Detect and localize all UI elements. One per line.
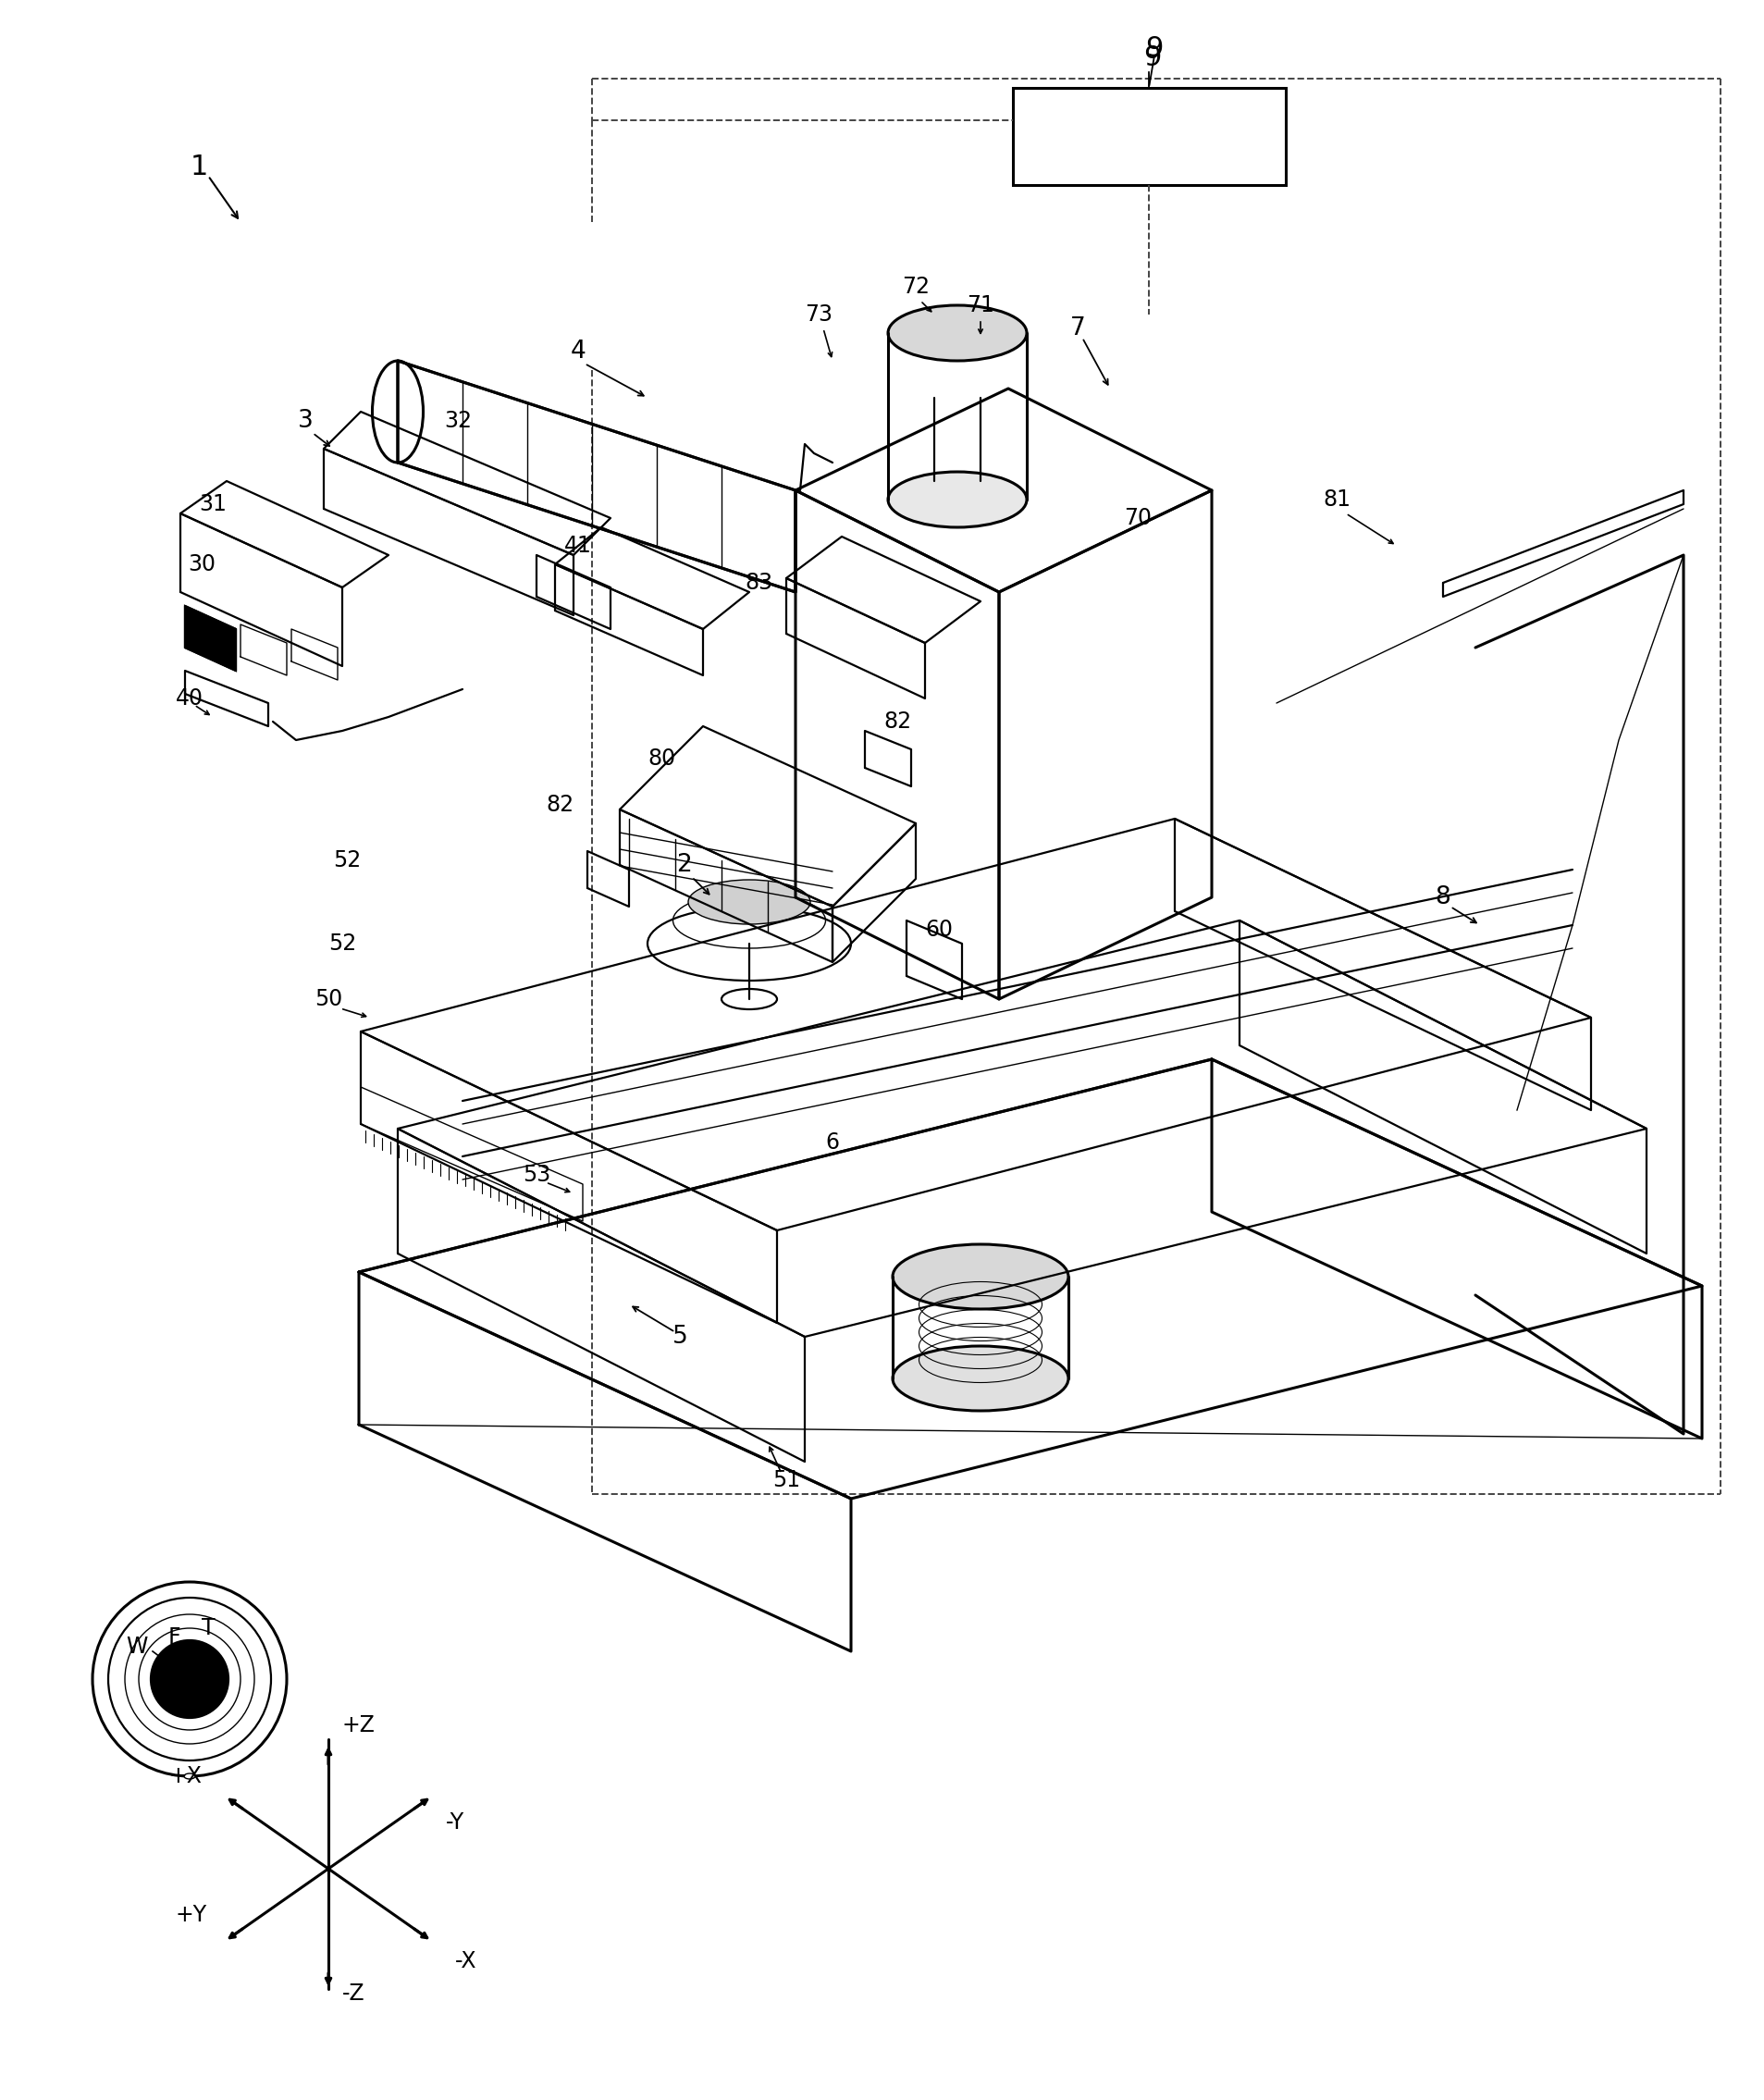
Text: 51: 51 <box>773 1470 799 1491</box>
Text: 9: 9 <box>1145 36 1162 61</box>
Text: 82: 82 <box>882 710 910 733</box>
Text: +Z: +Z <box>342 1714 376 1737</box>
Text: 53: 53 <box>522 1163 550 1186</box>
Ellipse shape <box>183 1772 196 1779</box>
Text: 32: 32 <box>445 410 471 433</box>
Ellipse shape <box>893 1245 1067 1308</box>
Ellipse shape <box>887 304 1027 361</box>
Text: 41: 41 <box>564 536 591 556</box>
Text: 83: 83 <box>744 571 773 594</box>
Text: 81: 81 <box>1321 489 1349 510</box>
Text: 73: 73 <box>804 302 833 326</box>
Text: 9: 9 <box>1143 44 1161 71</box>
Text: W: W <box>125 1636 148 1657</box>
Text: 6: 6 <box>826 1132 840 1153</box>
Text: 5: 5 <box>672 1325 688 1348</box>
Text: 7: 7 <box>1069 317 1085 340</box>
Ellipse shape <box>887 472 1027 527</box>
Text: 31: 31 <box>199 493 226 514</box>
Text: +X: +X <box>169 1766 203 1787</box>
Text: 3: 3 <box>298 410 312 433</box>
Text: 82: 82 <box>545 794 573 817</box>
Text: 50: 50 <box>314 987 342 1010</box>
Text: 8: 8 <box>1434 886 1450 909</box>
Text: 30: 30 <box>187 552 215 575</box>
Text: 40: 40 <box>176 687 203 710</box>
Text: 52: 52 <box>333 848 360 871</box>
Ellipse shape <box>688 880 810 924</box>
Text: 2: 2 <box>676 853 691 878</box>
Text: T: T <box>201 1617 215 1640</box>
Polygon shape <box>185 607 236 670</box>
Text: 1: 1 <box>191 153 208 181</box>
Text: 52: 52 <box>328 932 356 955</box>
Text: 4: 4 <box>570 340 586 363</box>
Text: F: F <box>168 1625 180 1648</box>
Text: 70: 70 <box>1124 506 1152 529</box>
Bar <box>1013 88 1286 185</box>
Text: 71: 71 <box>967 294 993 317</box>
Text: +Y: +Y <box>175 1903 206 1926</box>
Ellipse shape <box>893 1346 1067 1411</box>
Circle shape <box>150 1640 228 1718</box>
Text: 60: 60 <box>924 918 953 941</box>
Text: -Z: -Z <box>342 1982 365 2005</box>
Text: 72: 72 <box>901 275 930 298</box>
Text: 80: 80 <box>647 748 676 771</box>
Text: -X: -X <box>455 1949 476 1972</box>
Text: -Y: -Y <box>445 1812 464 1833</box>
